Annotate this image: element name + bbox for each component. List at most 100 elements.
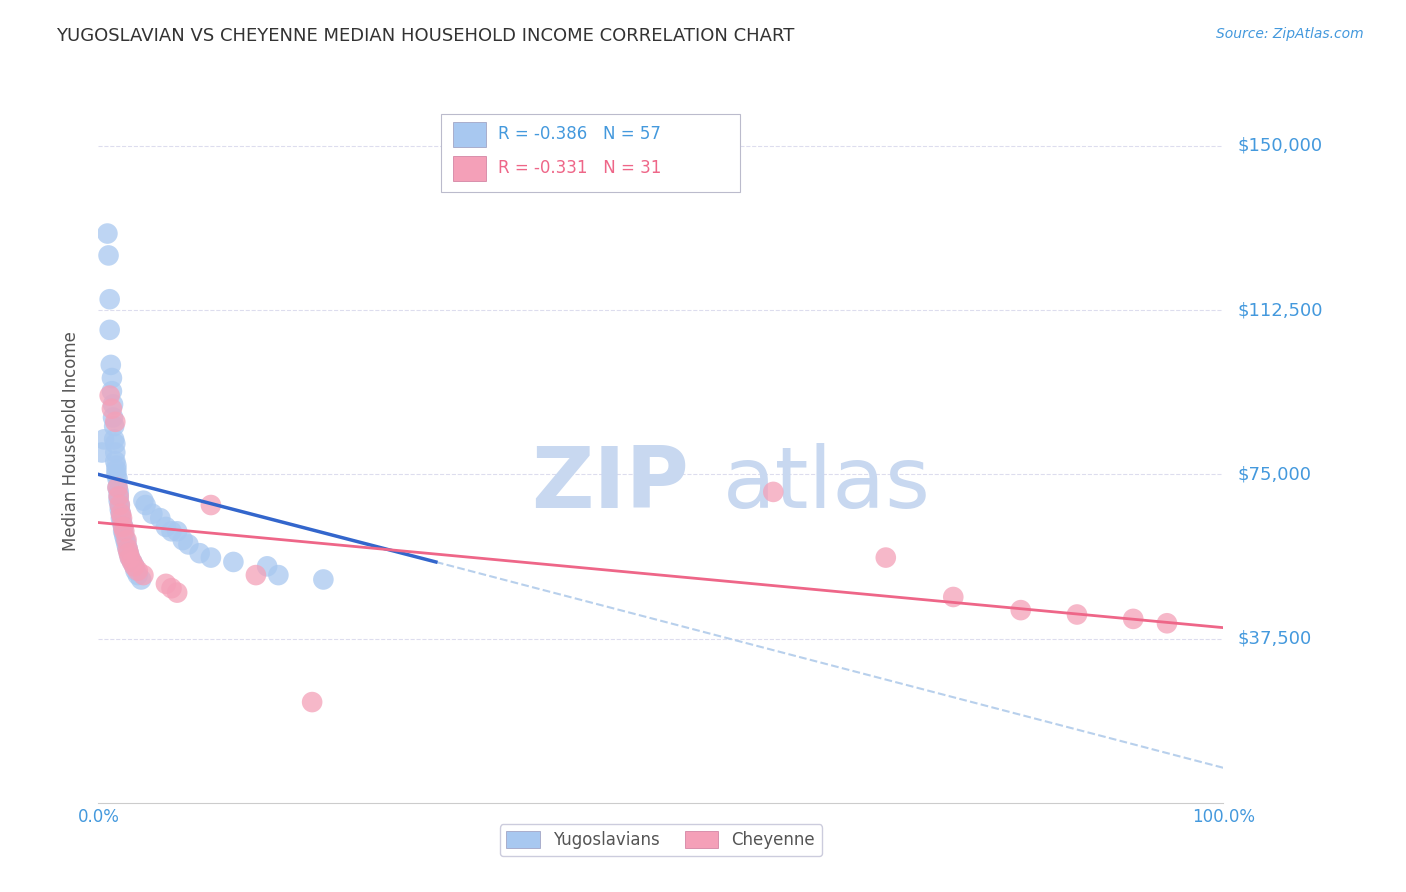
Point [98,292,121,306]
Point [1066,607,1088,622]
Point [110,507,132,521]
Point [118,550,141,565]
Point [101,371,124,385]
Point [103,433,125,447]
FancyBboxPatch shape [453,122,486,147]
Point [118,550,141,565]
Legend: Yugoslavians, Cheyenne: Yugoslavians, Cheyenne [499,824,823,856]
Point [101,401,124,416]
Point [124,559,146,574]
Point [105,458,128,473]
Point [256,559,278,574]
Point [100,358,122,372]
Point [127,568,149,582]
Point [110,507,132,521]
Point [132,493,155,508]
Point [111,511,134,525]
Point [117,541,139,556]
Point [101,384,124,399]
Point [107,489,129,503]
Point [112,524,135,539]
Point [98,388,121,402]
Text: $75,000: $75,000 [1237,466,1312,483]
Point [200,550,222,565]
Point [121,555,143,569]
Point [135,498,157,512]
Point [110,511,132,525]
Point [200,498,222,512]
Text: ZIP: ZIP [531,443,689,526]
Point [112,524,135,539]
Text: $150,000: $150,000 [1237,137,1322,155]
Point [166,524,188,539]
Point [97,248,120,262]
Point [942,590,965,604]
Point [222,555,245,569]
Point [155,520,177,534]
Point [121,555,143,569]
Y-axis label: Median Household Income: Median Household Income [62,332,80,551]
FancyBboxPatch shape [453,156,486,181]
Point [118,546,141,560]
Point [129,573,152,587]
Point [107,493,129,508]
Point [762,484,785,499]
Point [1156,616,1178,631]
Point [108,502,131,516]
Point [301,695,323,709]
Point [875,550,897,565]
Point [108,498,131,512]
Point [107,481,129,495]
Point [124,559,146,574]
Point [96,227,118,241]
Point [107,481,129,495]
Text: YUGOSLAVIAN VS CHEYENNE MEDIAN HOUSEHOLD INCOME CORRELATION CHART: YUGOSLAVIAN VS CHEYENNE MEDIAN HOUSEHOLD… [56,27,794,45]
Text: Source: ZipAtlas.com: Source: ZipAtlas.com [1216,27,1364,41]
Point [177,537,200,551]
Text: R = -0.331   N = 31: R = -0.331 N = 31 [498,160,661,178]
Point [118,546,141,560]
Text: atlas: atlas [723,443,931,526]
Point [104,415,127,429]
Point [107,484,129,499]
Text: $37,500: $37,500 [1237,630,1312,648]
Point [188,546,211,560]
Point [117,541,139,556]
Point [166,585,188,599]
Point [115,533,138,547]
Point [108,498,131,512]
Point [127,564,149,578]
Point [245,568,267,582]
Point [105,467,128,482]
Point [112,529,135,543]
Point [149,511,172,525]
Point [112,520,135,534]
Point [107,489,129,503]
Point [98,323,121,337]
Text: R = -0.386   N = 57: R = -0.386 N = 57 [498,126,661,144]
Point [105,463,128,477]
Text: $112,500: $112,500 [1237,301,1323,319]
FancyBboxPatch shape [441,114,740,193]
Point [1122,612,1144,626]
Point [112,520,135,534]
Point [160,524,183,539]
Point [90,445,112,459]
Point [104,436,127,450]
Point [104,454,127,468]
Point [115,537,138,551]
Point [172,533,194,547]
Point [155,577,177,591]
Point [132,568,155,582]
Point [312,573,335,587]
Point [124,564,146,578]
Point [111,516,134,530]
Point [107,472,129,486]
Point [1010,603,1032,617]
Point [103,419,125,434]
Point [267,568,290,582]
Point [93,433,115,447]
Point [141,507,163,521]
Point [101,397,124,411]
Point [104,445,127,459]
